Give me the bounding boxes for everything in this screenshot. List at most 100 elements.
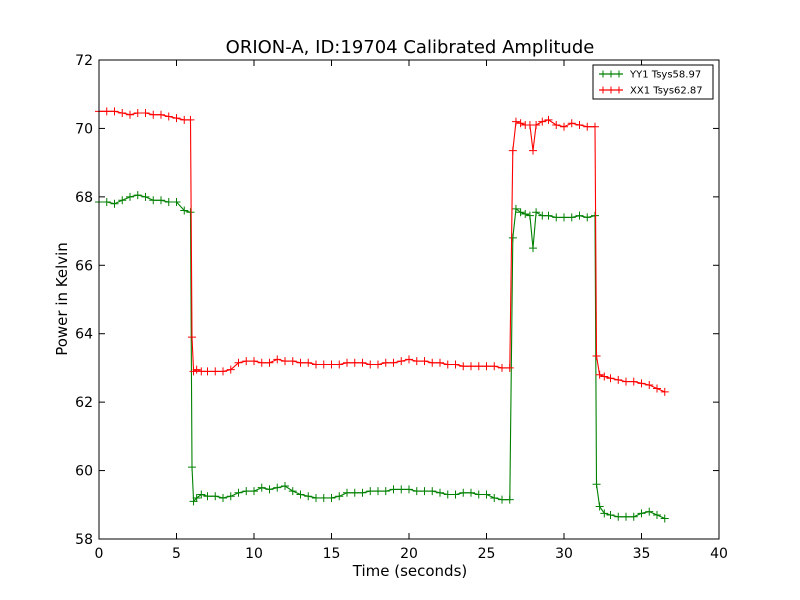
data-point [197, 490, 206, 499]
data-point [474, 490, 483, 499]
data-point [459, 488, 468, 497]
data-point [381, 358, 390, 367]
series-0 [95, 191, 669, 523]
data-point [653, 384, 661, 393]
legend-marker [599, 70, 607, 78]
data-point [133, 109, 142, 118]
data-point [257, 483, 266, 492]
data-point [516, 208, 525, 217]
data-point [102, 107, 111, 116]
legend-marker [607, 86, 615, 94]
data-point [350, 358, 359, 367]
data-point [591, 211, 599, 220]
data-point [335, 360, 344, 369]
data-point [288, 487, 297, 496]
data-point [637, 379, 646, 388]
data-point [592, 480, 601, 489]
data-point [343, 358, 351, 367]
data-point [560, 213, 568, 222]
data-point [600, 509, 609, 518]
data-point [281, 481, 289, 490]
data-point [443, 490, 452, 499]
data-point [250, 357, 258, 366]
data-point [350, 488, 359, 497]
data-point [397, 357, 406, 366]
legend-entry-yy1: YY1 Tsys58.97 [599, 70, 701, 81]
data-point [265, 485, 274, 494]
data-point [498, 495, 506, 504]
data-point [583, 122, 592, 131]
data-point [575, 211, 584, 220]
data-point [192, 493, 201, 502]
x-tick-label: 0 [95, 546, 104, 562]
data-point [653, 511, 661, 520]
data-point [490, 493, 499, 502]
data-point [420, 487, 429, 496]
data-point [126, 192, 134, 201]
data-point [141, 109, 150, 118]
data-point [467, 488, 475, 497]
data-point [405, 485, 413, 494]
y-tick-label: 68 [75, 190, 93, 206]
data-point [443, 360, 452, 369]
data-point [451, 490, 460, 499]
data-point [420, 357, 429, 366]
data-point [436, 488, 444, 497]
data-point [474, 362, 483, 371]
x-tick-label: 25 [478, 546, 496, 562]
data-point [511, 204, 520, 213]
data-point [211, 492, 220, 501]
legend-marker [615, 70, 623, 78]
legend-marker [599, 86, 607, 94]
data-point [110, 107, 119, 116]
data-point [335, 492, 344, 501]
legend-frame [592, 64, 714, 100]
data-point [583, 213, 592, 222]
data-point [319, 360, 328, 369]
data-point [397, 485, 406, 494]
data-point [234, 358, 243, 367]
data-point [459, 362, 468, 371]
data-point [164, 197, 173, 206]
data-point [149, 196, 158, 205]
y-tick-label: 64 [75, 327, 93, 343]
series-layer [95, 107, 669, 523]
data-point [250, 487, 258, 496]
data-point [538, 117, 547, 126]
data-point [508, 146, 517, 155]
data-point [552, 121, 561, 130]
legend-entry-xx1: XX1 Tsys62.87 [599, 86, 703, 97]
data-point [319, 493, 328, 502]
data-point [451, 360, 460, 369]
data-point [211, 367, 220, 376]
data-point [498, 363, 506, 372]
data-point [242, 487, 251, 496]
data-point [622, 377, 630, 386]
data-point [532, 208, 541, 217]
data-point [186, 208, 195, 217]
data-point [366, 360, 375, 369]
legend-label-yy1: YY1 Tsys58.97 [629, 70, 701, 81]
axes-layer: 0 5 10 15 20 25 30 35 40 58 60 62 64 66 68 70 72 [75, 53, 728, 562]
data-point [567, 213, 576, 222]
data-point [606, 374, 615, 383]
data-point [508, 233, 517, 242]
data-point [532, 121, 541, 130]
y-tick-label: 72 [75, 53, 93, 69]
y-tick-label: 66 [75, 258, 93, 274]
data-point [203, 367, 212, 376]
data-point [192, 365, 201, 374]
data-point [606, 511, 615, 520]
data-point [172, 197, 181, 206]
data-point [614, 512, 623, 521]
data-point [118, 196, 127, 205]
data-point [374, 487, 382, 496]
data-point [157, 196, 165, 205]
series-line-1 [99, 110, 666, 393]
data-point [141, 192, 150, 201]
y-tick-label: 62 [75, 395, 93, 411]
chart-title: ORION-A, ID:19704 Calibrated Amplitude [226, 37, 595, 58]
y-tick-label: 70 [75, 121, 93, 137]
data-point [374, 360, 382, 369]
